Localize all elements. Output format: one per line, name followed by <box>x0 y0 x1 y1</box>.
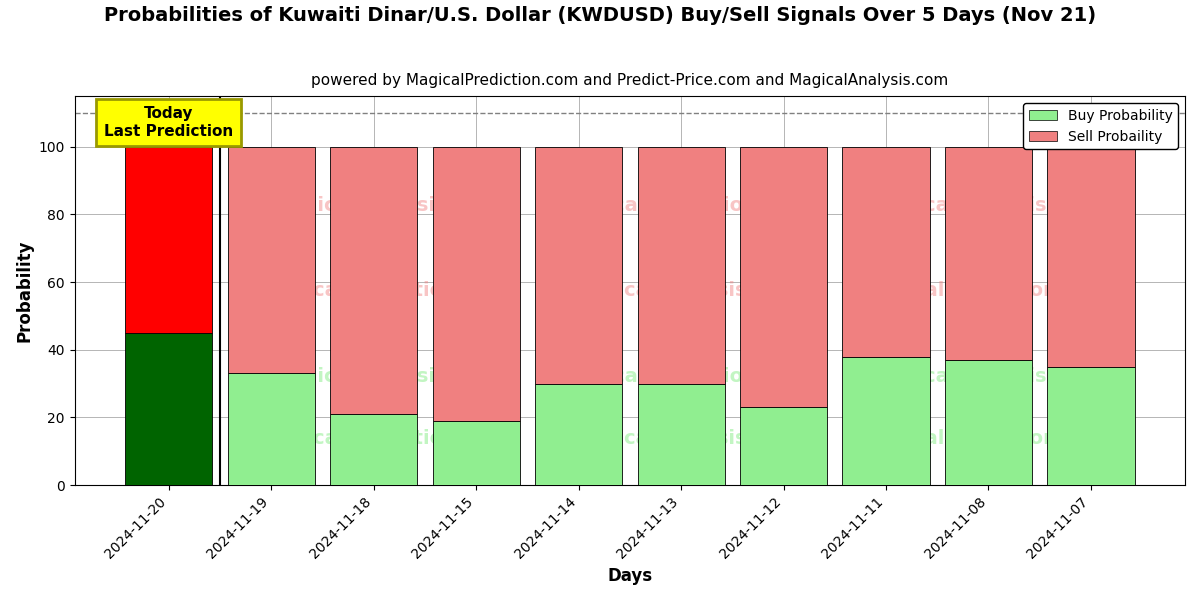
Text: MagicalPrediction.com: MagicalPrediction.com <box>560 196 810 215</box>
Bar <box>842 356 930 485</box>
Text: MagicalPrediction.com: MagicalPrediction.com <box>860 281 1110 300</box>
Y-axis label: Probability: Probability <box>16 239 34 342</box>
Text: MagicalAnalysis.com: MagicalAnalysis.com <box>871 367 1099 386</box>
Bar <box>637 383 725 485</box>
Bar <box>740 147 827 407</box>
Bar <box>125 147 212 333</box>
Bar <box>228 373 314 485</box>
Title: powered by MagicalPrediction.com and Predict-Price.com and MagicalAnalysis.com: powered by MagicalPrediction.com and Pre… <box>311 73 948 88</box>
Bar <box>432 147 520 421</box>
Bar <box>944 360 1032 485</box>
Text: MagicalAnalysis.com: MagicalAnalysis.com <box>271 196 499 215</box>
Bar <box>228 147 314 373</box>
Bar <box>535 147 622 383</box>
Bar <box>740 407 827 485</box>
Text: MagicalAnalysis.com: MagicalAnalysis.com <box>571 281 799 300</box>
Text: MagicalPrediction.com: MagicalPrediction.com <box>560 367 810 386</box>
Text: MagicalPrediction.com: MagicalPrediction.com <box>260 429 510 448</box>
Bar <box>535 383 622 485</box>
Bar <box>842 147 930 356</box>
Text: MagicalAnalysis.com: MagicalAnalysis.com <box>571 429 799 448</box>
Bar <box>1048 367 1134 485</box>
Bar <box>1048 147 1134 367</box>
Text: MagicalPrediction.com: MagicalPrediction.com <box>260 281 510 300</box>
Legend: Buy Probability, Sell Probaility: Buy Probability, Sell Probaility <box>1024 103 1178 149</box>
Text: MagicalAnalysis.com: MagicalAnalysis.com <box>271 367 499 386</box>
Text: Today
Last Prediction: Today Last Prediction <box>104 106 233 139</box>
X-axis label: Days: Days <box>607 567 653 585</box>
Text: MagicalAnalysis.com: MagicalAnalysis.com <box>871 196 1099 215</box>
Bar <box>637 147 725 383</box>
Bar <box>944 147 1032 360</box>
Bar <box>125 333 212 485</box>
Bar <box>330 147 418 414</box>
Text: Probabilities of Kuwaiti Dinar/U.S. Dollar (KWDUSD) Buy/Sell Signals Over 5 Days: Probabilities of Kuwaiti Dinar/U.S. Doll… <box>104 6 1096 25</box>
Bar <box>330 414 418 485</box>
Text: MagicalPrediction.com: MagicalPrediction.com <box>860 429 1110 448</box>
Bar <box>432 421 520 485</box>
